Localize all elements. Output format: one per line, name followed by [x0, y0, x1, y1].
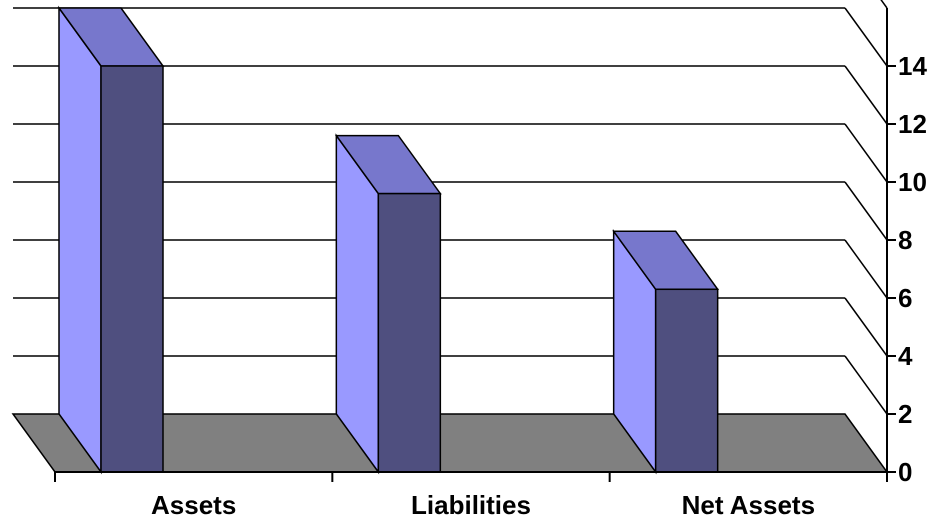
gridline-depth: [844, 65, 888, 125]
value-tick-label: 4: [898, 341, 913, 371]
bar: [612, 228, 720, 475]
category-label: Assets: [151, 490, 236, 520]
bar-front: [377, 192, 442, 473]
bar: [334, 133, 442, 475]
value-tick-label: 14: [898, 51, 927, 81]
value-tick-label: 8: [898, 225, 912, 255]
value-tick-label: 10: [898, 167, 927, 197]
gridline-depth: [844, 355, 888, 415]
bar: [57, 5, 165, 475]
bar-front: [654, 288, 719, 473]
gridline-depth: [880, 0, 888, 9]
value-axis: 0 2 4 6 8 10 12 14: [886, 8, 927, 487]
bars: [57, 5, 720, 475]
value-tick-label: 0: [898, 457, 912, 487]
value-tick-label: 6: [898, 283, 912, 313]
category-axis: Assets Liabilities Net Assets: [54, 471, 888, 520]
bar-front: [100, 65, 164, 473]
gridline-depth: [844, 239, 888, 299]
value-tick-label: 2: [898, 399, 912, 429]
category-label: Net Assets: [682, 490, 815, 520]
value-tick-label: 12: [898, 109, 927, 139]
gridline-depth: [844, 123, 888, 183]
gridline-depth: [844, 7, 888, 67]
category-label: Liabilities: [411, 490, 531, 520]
gridline-depth: [844, 297, 888, 357]
bar-side: [58, 5, 102, 475]
gridline-depth: [844, 181, 888, 241]
